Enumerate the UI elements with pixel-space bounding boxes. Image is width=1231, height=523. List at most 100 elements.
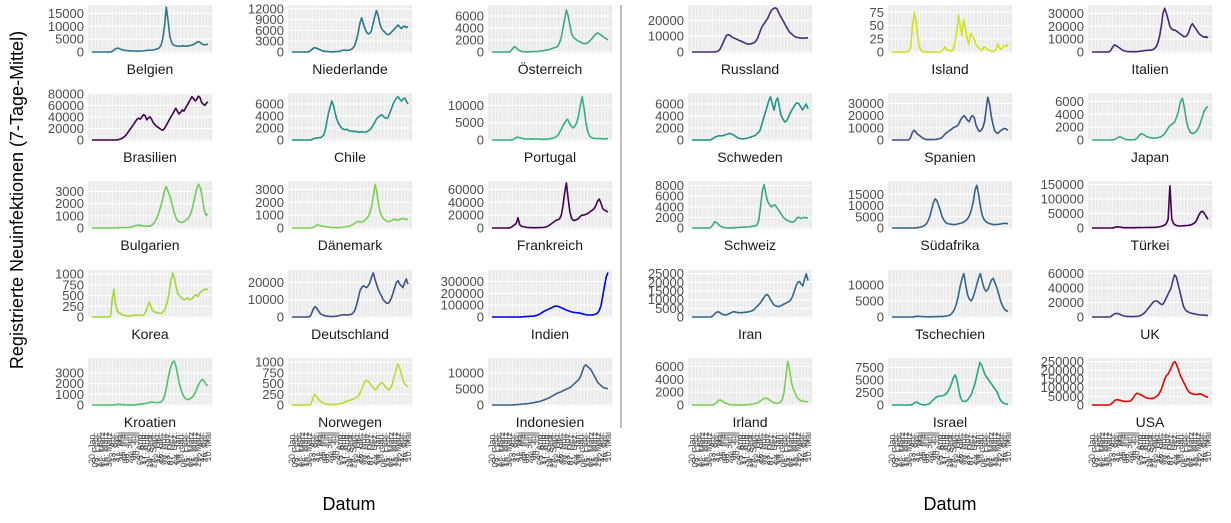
x-tick-label: 12. Okt. xyxy=(352,432,362,464)
x-tick-label: 10. Mai xyxy=(203,432,213,462)
x-tick-label: 11. Mai xyxy=(714,432,724,461)
y-tick-label: 0 xyxy=(477,310,484,325)
x-tick-label: 29. März xyxy=(793,432,803,468)
series-line-deutschland xyxy=(292,272,409,318)
x-tick-label: 17. Aug. xyxy=(938,432,948,465)
x-tick-label: 03. Aug. xyxy=(1135,432,1145,465)
y-tick-label: 1000 xyxy=(55,387,84,402)
x-tick-label: 31. Aug. xyxy=(142,432,152,465)
y-tick-label: 10000 xyxy=(1048,32,1084,47)
x-tick-label: 01. März xyxy=(986,432,996,468)
panel-title: Schweiz xyxy=(724,237,776,253)
x-tick-label: 22. Juni xyxy=(925,432,935,464)
x-tick-label: 26. Okt. xyxy=(755,432,765,464)
series-line-kroatien xyxy=(92,360,209,406)
x-tick-label: 26. Okt. xyxy=(155,432,165,464)
x-tick-label: 17. Febr. xyxy=(894,432,904,468)
panel-title: Israel xyxy=(933,414,967,430)
x-tick-label: 21. Dez. xyxy=(569,432,579,466)
x-tick-label: 30. März xyxy=(704,432,714,468)
y-tick-label: 5000 xyxy=(855,209,884,224)
y-tick-label: 20000 xyxy=(848,108,884,123)
series-line-japan xyxy=(1092,97,1209,141)
y-tick-label: 0 xyxy=(477,398,484,413)
y-tick-label: 0 xyxy=(677,398,684,413)
panel-title: Brasilien xyxy=(123,149,177,165)
x-tick-label: 26. Apr. xyxy=(1000,432,1010,463)
panels: 050001000015000Belgien020000400006000080… xyxy=(48,1,1212,430)
x-axis-label-right: Datum xyxy=(923,494,976,514)
x-tick-label: 02. März xyxy=(697,432,707,468)
x-tick-label: 01. März xyxy=(386,432,396,468)
y-tick-label: 9000 xyxy=(255,12,284,27)
x-tick-label: 08. Juni xyxy=(1121,432,1131,464)
series-line-usa xyxy=(1092,360,1209,406)
x-tick-label: 15. Febr. xyxy=(583,432,593,468)
x-tick-label: 25. Mai xyxy=(518,432,528,462)
x-tick-label: 26. Okt. xyxy=(955,432,965,464)
x-tick-label: 06. Juli xyxy=(528,432,538,461)
x-tick-label: 21. Dez. xyxy=(1169,432,1179,466)
y-tick-label: 5000 xyxy=(655,301,684,316)
x-tick-label: 27. Apr. xyxy=(711,432,721,463)
y-tick-label: 3000 xyxy=(255,182,284,197)
x-tick-label: 27. Apr. xyxy=(511,432,521,463)
x-tick-label: 27. Apr. xyxy=(311,432,321,463)
x-tick-label: 17. Aug. xyxy=(1138,432,1148,465)
x-tick-label: 07. Dez. xyxy=(365,432,375,466)
x-tick-label: 13. Apr. xyxy=(707,432,717,463)
y-tick-label: 0 xyxy=(277,221,284,236)
x-tick-label: 02. März xyxy=(497,432,507,468)
y-tick-label: 0 xyxy=(877,221,884,236)
y-tick-label: 0 xyxy=(877,45,884,60)
x-tick-label: 28. Sept. xyxy=(548,432,558,468)
y-tick-label: 2000 xyxy=(655,385,684,400)
x-tick-label: 07. Dez. xyxy=(765,432,775,466)
series-line-israel xyxy=(892,361,1009,406)
y-tick-label: 7500 xyxy=(855,360,884,375)
x-tick-label: 18. Jan. xyxy=(976,432,986,464)
y-tick-label: 4000 xyxy=(455,21,484,36)
x-tick-label: 12. Okt. xyxy=(952,432,962,464)
x-tick-label: 06. Juli xyxy=(328,432,338,461)
y-tick-label: 6000 xyxy=(455,9,484,24)
x-tick-label: 26. Okt. xyxy=(1155,432,1165,464)
y-tick-label: 2000 xyxy=(655,121,684,136)
y-tick-label: 250 xyxy=(62,299,84,314)
y-tick-label: 20000 xyxy=(248,275,284,290)
panel-title: Kroatien xyxy=(124,414,176,430)
y-tick-label: 4000 xyxy=(655,199,684,214)
y-tick-label: 2500 xyxy=(855,385,884,400)
x-tick-label: 12. Okt. xyxy=(752,432,762,464)
x-tick-label: 29. März xyxy=(193,432,203,468)
y-tick-label: 4000 xyxy=(1055,107,1084,122)
x-tick-label: 06. Juli xyxy=(928,432,938,461)
x-tick-label: 28. Sept. xyxy=(148,432,158,468)
y-tick-label: 10000 xyxy=(848,277,884,292)
x-tick-label: 13. Apr. xyxy=(1107,432,1117,463)
y-tick-label: 2000 xyxy=(55,376,84,391)
panel-title: Schweden xyxy=(717,149,782,165)
x-tick-label: 31. Aug. xyxy=(542,432,552,465)
series-line-indonesien xyxy=(492,363,609,406)
x-tick-label: 20. Jan. xyxy=(1087,432,1097,464)
y-tick-label: 1000 xyxy=(55,267,84,282)
x-tick-label: 25. Mai xyxy=(318,432,328,462)
x-tick-label: 09. Nov. xyxy=(559,432,569,465)
panel-title: Russland xyxy=(721,61,779,77)
y-tick-label: 0 xyxy=(477,221,484,236)
x-tick-label: 12. Apr. xyxy=(396,432,406,463)
x-tick-label: 12. Apr. xyxy=(996,432,1006,463)
x-tick-label: 01. Febr. xyxy=(779,432,789,468)
x-tick-label: 15. Febr. xyxy=(983,432,993,468)
series-line-korea xyxy=(92,272,209,318)
x-tick-label: 16. März xyxy=(501,432,511,468)
